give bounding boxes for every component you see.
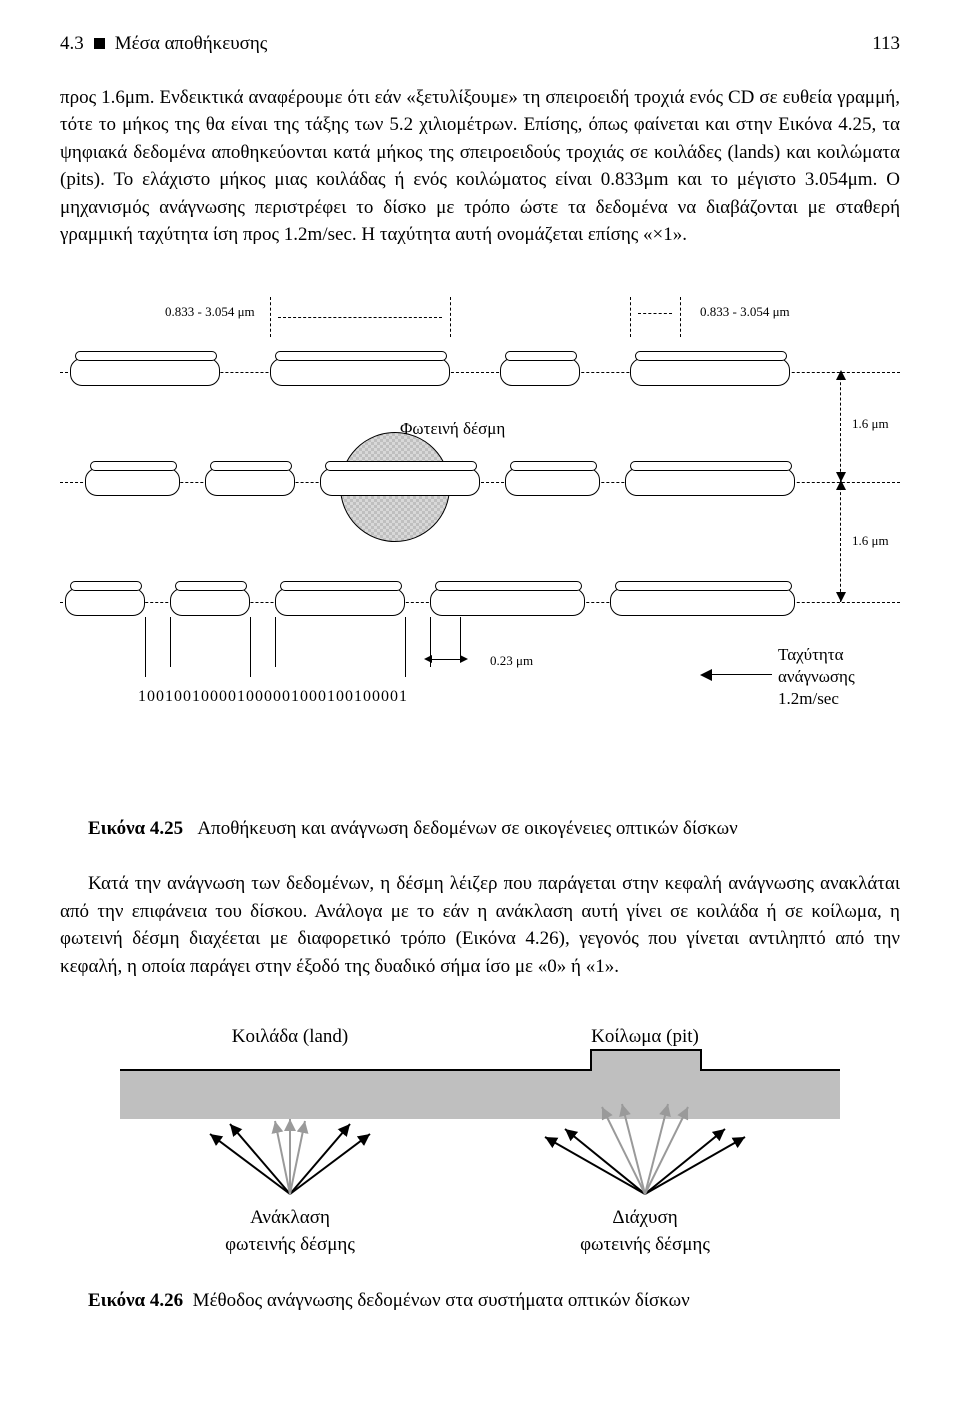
section-number: 4.3 bbox=[60, 30, 84, 58]
pit-icon bbox=[270, 358, 450, 386]
speed-label-1: Ταχύτητα bbox=[778, 643, 844, 668]
caption-prefix: Εικόνα 4.26 bbox=[88, 1290, 183, 1311]
pit-icon bbox=[630, 358, 790, 386]
figure-4-26-caption: Εικόνα 4.26 Μέθοδος ανάγνωσης δεδομένων … bbox=[60, 1287, 900, 1315]
pit-icon bbox=[610, 588, 795, 616]
pit-icon bbox=[85, 468, 180, 496]
pit-icon bbox=[430, 588, 585, 616]
pit-icon bbox=[320, 468, 480, 496]
body-paragraph-1: προς 1.6μm. Ενδεικτικά αναφέρουμε ότι εά… bbox=[60, 84, 900, 249]
dim-label-left: 0.833 - 3.054 μm bbox=[165, 303, 255, 322]
hdim-arrow-icon bbox=[424, 655, 432, 663]
binary-string: 100100100001000001000100100001 bbox=[138, 685, 408, 708]
dim-span-icon bbox=[278, 317, 442, 318]
track-spacing-2: 1.6 μm bbox=[852, 532, 889, 551]
caption-text: Αποθήκευση και ανάγνωση δεδομένων σε οικ… bbox=[197, 818, 737, 839]
dim-tick bbox=[450, 297, 451, 337]
dim-dash-icon bbox=[638, 313, 672, 314]
pit-icon bbox=[205, 468, 295, 496]
diffuse-label-2: φωτεινής δέσμης bbox=[580, 1234, 710, 1255]
dim-tick bbox=[630, 297, 631, 337]
track-spacing-1: 1.6 μm bbox=[852, 415, 889, 434]
speed-arrow-icon bbox=[700, 669, 772, 681]
dim-text: 0.833 - 3.054 μm bbox=[165, 303, 255, 322]
beam-label: Φωτεινή δέσμη bbox=[400, 417, 505, 442]
diffuse-label: Διάχυση φωτεινής δέσμης bbox=[525, 1204, 765, 1259]
section-bullet-icon bbox=[94, 38, 105, 49]
pit-icon bbox=[70, 358, 220, 386]
caption-text: Μέθοδος ανάγνωσης δεδομένων στα συστήματ… bbox=[193, 1290, 690, 1311]
pit-icon bbox=[500, 358, 580, 386]
dim-text: 0.833 - 3.054 μm bbox=[700, 303, 790, 322]
page-header: 4.3 Μέσα αποθήκευσης 113 bbox=[60, 30, 900, 58]
dim-tick bbox=[270, 297, 271, 337]
dim-tick bbox=[680, 297, 681, 337]
body-paragraph-2: Κατά την ανάγνωση των δεδομένων, η δέσμη… bbox=[60, 870, 900, 980]
vdim-line-icon bbox=[840, 372, 841, 482]
pit-icon bbox=[625, 468, 795, 496]
pit-icon bbox=[65, 588, 145, 616]
read-tick-icon bbox=[250, 617, 251, 677]
speed-label-3: 1.2m/sec bbox=[778, 687, 839, 712]
speed-label-2: ανάγνωσης bbox=[778, 665, 855, 690]
pit-depth-label: 0.23 μm bbox=[490, 652, 533, 671]
diffuse-label-1: Διάχυση bbox=[612, 1207, 677, 1228]
reflect-label: Ανάκλαση φωτεινής δέσμης bbox=[170, 1204, 410, 1259]
figure-4-25-caption: Εικόνα 4.25 Αποθήκευση και ανάγνωση δεδο… bbox=[60, 815, 900, 843]
pit-icon bbox=[505, 468, 600, 496]
dim-span-right bbox=[638, 313, 672, 314]
dim-label-right: 0.833 - 3.054 μm bbox=[700, 303, 790, 322]
caption-prefix: Εικόνα 4.25 bbox=[88, 818, 183, 839]
vdim-line-icon bbox=[840, 482, 841, 602]
page-number: 113 bbox=[872, 30, 900, 58]
reflect-label-1: Ανάκλαση bbox=[250, 1207, 330, 1228]
read-tick-icon bbox=[460, 617, 461, 659]
read-tick-icon bbox=[145, 617, 146, 677]
section-title: Μέσα αποθήκευσης bbox=[115, 30, 268, 58]
figure-4-25: 0.833 - 3.054 μm 0.833 - 3.054 μm Φωτειν… bbox=[60, 277, 900, 843]
hdim-line-icon bbox=[432, 659, 460, 660]
read-tick-icon bbox=[170, 617, 171, 667]
figure-4-26: Κοιλάδα (land) Κοίλωμα (pit) Ανάκλαση φω bbox=[60, 1009, 900, 1315]
hdim-arrow-icon bbox=[460, 655, 468, 663]
figure-4-25-canvas: 0.833 - 3.054 μm 0.833 - 3.054 μm Φωτειν… bbox=[60, 277, 900, 797]
reflect-label-2: φωτεινής δέσμης bbox=[225, 1234, 355, 1255]
pit-icon bbox=[275, 588, 405, 616]
figure-4-26-canvas: Κοιλάδα (land) Κοίλωμα (pit) Ανάκλαση φω bbox=[120, 1009, 840, 1269]
read-tick-icon bbox=[405, 617, 406, 677]
pit-icon bbox=[170, 588, 250, 616]
read-tick-icon bbox=[275, 617, 276, 667]
